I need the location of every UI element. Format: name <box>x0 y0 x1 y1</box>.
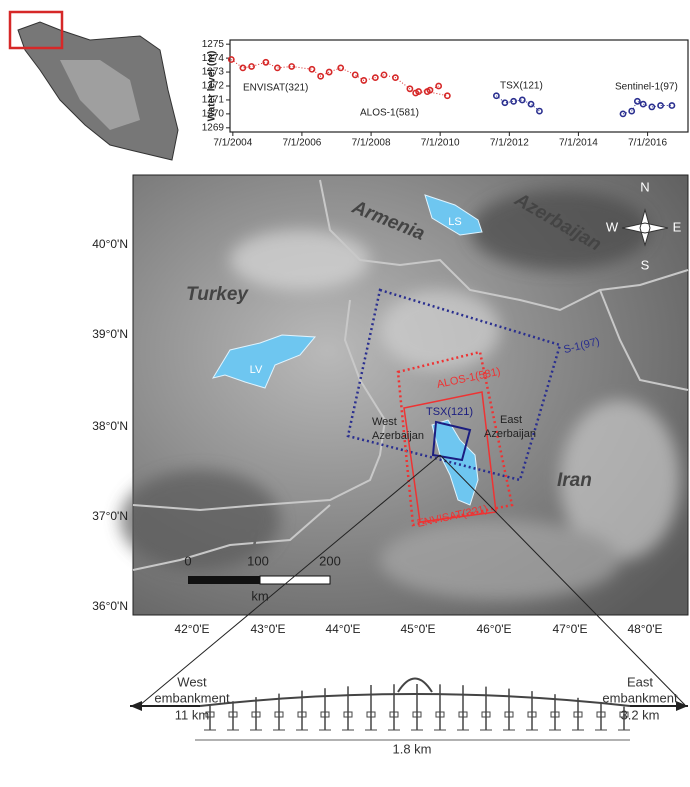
x-tick-label: 7/1/2012 <box>490 138 529 149</box>
country-label: Iraq <box>224 524 259 545</box>
bridge-label: East <box>627 674 653 689</box>
x-tick-label: 7/1/2016 <box>628 138 667 149</box>
lat-label: 36°0'N <box>92 599 128 613</box>
scale-label: 0 <box>184 553 191 568</box>
series-label: ENVISAT(321) <box>243 83 308 94</box>
footprint-label: TSX(121) <box>426 406 473 418</box>
region-label: Azerbaijan <box>484 428 536 440</box>
lon-label: 42°0'E <box>174 622 209 636</box>
country-label: Iran <box>557 470 592 491</box>
bridge-label: embankment <box>602 690 678 705</box>
series-label: Sentinel-1(97) <box>615 82 678 93</box>
lat-label: 37°0'N <box>92 509 128 523</box>
bridge-label: 11 km <box>175 707 209 722</box>
region-label: West <box>372 416 397 428</box>
lon-label: 46°0'E <box>476 622 511 636</box>
y-tick-label: 1273 <box>202 67 225 78</box>
country-label: Turkey <box>186 284 249 305</box>
y-tick-label: 1271 <box>202 95 225 106</box>
bridge-label: 3.2 km <box>620 707 659 722</box>
y-tick-label: 1272 <box>202 81 225 92</box>
scale-label: 200 <box>319 553 341 568</box>
iran-inset <box>10 12 178 160</box>
lon-label: 47°0'E <box>552 622 587 636</box>
y-tick-label: 1274 <box>202 53 225 64</box>
x-tick-label: 7/1/2006 <box>282 138 321 149</box>
region-label: East <box>500 414 522 426</box>
bridge-length: 1.8 km <box>392 741 431 756</box>
x-tick-label: 7/1/2008 <box>352 138 391 149</box>
series-label: ALOS-1(581) <box>360 108 419 119</box>
scale-label: 100 <box>247 553 269 568</box>
map <box>120 175 688 615</box>
lake-label: LS <box>448 216 461 228</box>
compass-label: N <box>640 179 649 194</box>
figure: Water level (m) 126912701271127212731274… <box>0 0 690 787</box>
series-label: TSX(121) <box>500 81 543 92</box>
lat-label: 39°0'N <box>92 327 128 341</box>
lon-label: 43°0'E <box>250 622 285 636</box>
lon-ticks: 42°0'E 43°0'E 44°0'E 45°0'E 46°0'E 47°0'E 48°0… <box>174 622 662 636</box>
region-label: Azerbaijan <box>372 430 424 442</box>
x-tick-label: 7/1/2010 <box>421 138 460 149</box>
compass-label: W <box>606 219 619 234</box>
lon-label: 44°0'E <box>325 622 360 636</box>
y-tick-label: 1275 <box>202 39 225 50</box>
x-tick-label: 7/1/2004 <box>213 138 252 149</box>
x-tick-label: 7/1/2014 <box>559 138 598 149</box>
lat-label: 40°0'N <box>92 237 128 251</box>
lake-label: LV <box>250 364 263 376</box>
bridge-label: embankment <box>154 690 230 705</box>
lon-label: 48°0'E <box>627 622 662 636</box>
bridge-label: West <box>177 674 207 689</box>
compass-label: S <box>641 257 650 272</box>
compass-label: E <box>673 219 682 234</box>
y-tick-label: 1270 <box>202 109 225 120</box>
lat-label: 38°0'N <box>92 419 128 433</box>
lon-label: 45°0'E <box>400 622 435 636</box>
y-tick-label: 1269 <box>202 122 225 133</box>
lat-ticks: 40°0'N 39°0'N 38°0'N 37°0'N 36°0'N <box>92 237 128 613</box>
scale-label: km <box>251 588 268 603</box>
